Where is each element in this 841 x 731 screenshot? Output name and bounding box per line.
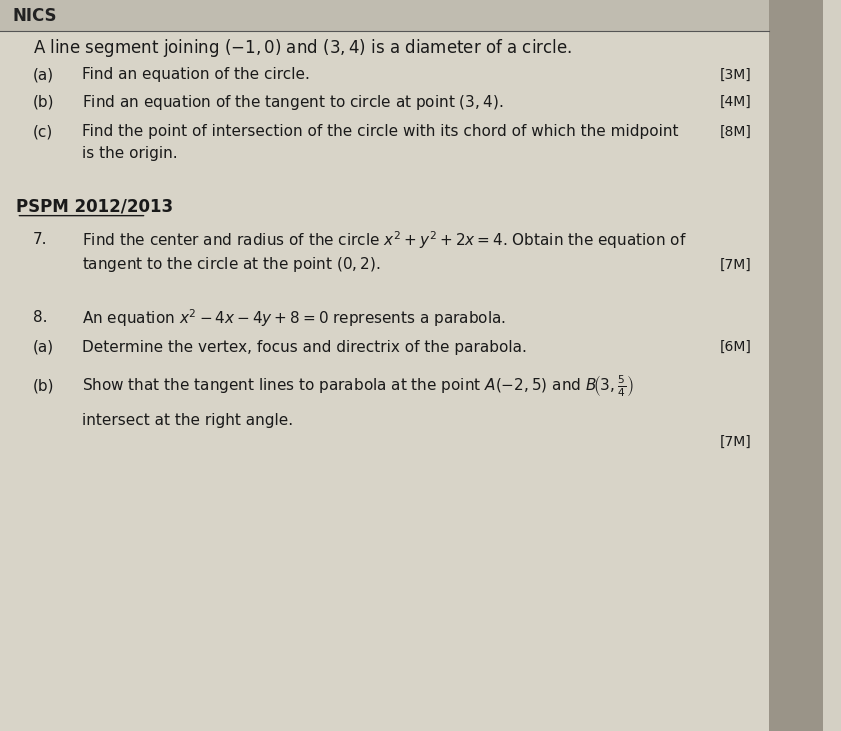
- Text: A line segment joining $(-1,0)$ and $(3,4)$ is a diameter of a circle.: A line segment joining $(-1,0)$ and $(3,…: [33, 37, 572, 58]
- Text: (c): (c): [33, 124, 53, 139]
- Text: 8.: 8.: [33, 311, 47, 325]
- Text: [6M]: [6M]: [720, 340, 752, 355]
- Text: [4M]: [4M]: [720, 95, 752, 110]
- Text: Determine the vertex, focus and directrix of the parabola.: Determine the vertex, focus and directri…: [82, 340, 527, 355]
- FancyBboxPatch shape: [770, 0, 822, 731]
- Text: (a): (a): [33, 67, 54, 82]
- Text: Find the point of intersection of the circle with its chord of which the midpoin: Find the point of intersection of the ci…: [82, 124, 679, 139]
- Text: NICS: NICS: [13, 7, 57, 25]
- Text: 7.: 7.: [33, 232, 47, 247]
- Text: Find an equation of the tangent to circle at point $(3,4)$.: Find an equation of the tangent to circl…: [82, 93, 504, 112]
- FancyBboxPatch shape: [0, 0, 770, 731]
- Text: (b): (b): [33, 95, 55, 110]
- Text: Find the center and radius of the circle $x^2 + y^2 + 2x = 4$. Obtain the equati: Find the center and radius of the circle…: [82, 229, 687, 251]
- Text: [3M]: [3M]: [720, 67, 752, 82]
- Text: Find an equation of the circle.: Find an equation of the circle.: [82, 67, 310, 82]
- Text: [7M]: [7M]: [720, 435, 752, 450]
- Text: An equation $x^2 - 4x - 4y + 8 = 0$ represents a parabola.: An equation $x^2 - 4x - 4y + 8 = 0$ repr…: [82, 307, 506, 329]
- Text: is the origin.: is the origin.: [82, 146, 178, 161]
- Text: (a): (a): [33, 340, 54, 355]
- Text: (b): (b): [33, 379, 55, 393]
- Text: [8M]: [8M]: [720, 124, 752, 139]
- FancyBboxPatch shape: [0, 0, 770, 31]
- Text: intersect at the right angle.: intersect at the right angle.: [82, 413, 294, 428]
- Text: PSPM 2012/2013: PSPM 2012/2013: [17, 197, 173, 215]
- Text: [7M]: [7M]: [720, 257, 752, 272]
- Text: Show that the tangent lines to parabola at the point $A(-2,5)$ and $B\!\left(3,\: Show that the tangent lines to parabola …: [82, 373, 634, 399]
- Text: tangent to the circle at the point $(0,2)$.: tangent to the circle at the point $(0,2…: [82, 255, 381, 274]
